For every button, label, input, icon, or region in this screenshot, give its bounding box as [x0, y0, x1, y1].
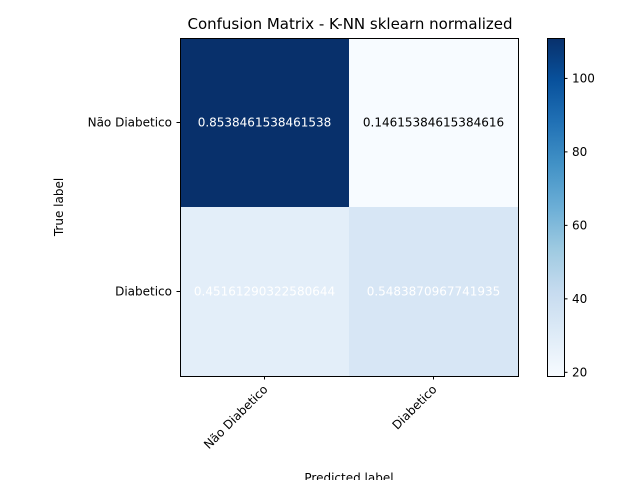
colorbar-tick-label: 40 — [572, 292, 587, 306]
heatmap-cell — [349, 38, 518, 207]
y-tick-label: Diabetico — [115, 285, 172, 299]
x-tick-label: Não Diabetico — [201, 382, 271, 452]
cell-value-label: 0.45161290322580644 — [194, 285, 335, 299]
x-axis-label: Predicted label — [304, 471, 393, 480]
heatmap-cell — [180, 38, 349, 207]
y-tick-label: Não Diabetico — [88, 116, 172, 130]
colorbar-frame — [547, 38, 565, 377]
colorbar-tick-label: 100 — [572, 71, 595, 85]
cell-value-label: 0.8538461538461538 — [198, 116, 332, 130]
plot-frame — [180, 38, 519, 377]
colorbar-tick-label: 20 — [572, 365, 587, 379]
heatmap-cell — [180, 207, 349, 376]
colorbar — [547, 38, 564, 376]
chart-title: Confusion Matrix - K-NN sklearn normaliz… — [187, 15, 512, 33]
x-tick-label: Diabetico — [389, 382, 439, 432]
colorbar-tick-label: 80 — [572, 145, 587, 159]
colorbar-tick-label: 60 — [572, 218, 587, 232]
cell-value-label: 0.14615384615384616 — [363, 116, 504, 130]
cell-value-label: 0.5483870967741935 — [367, 285, 501, 299]
heatmap-cell — [349, 207, 518, 376]
y-axis-label: True label — [52, 178, 66, 237]
